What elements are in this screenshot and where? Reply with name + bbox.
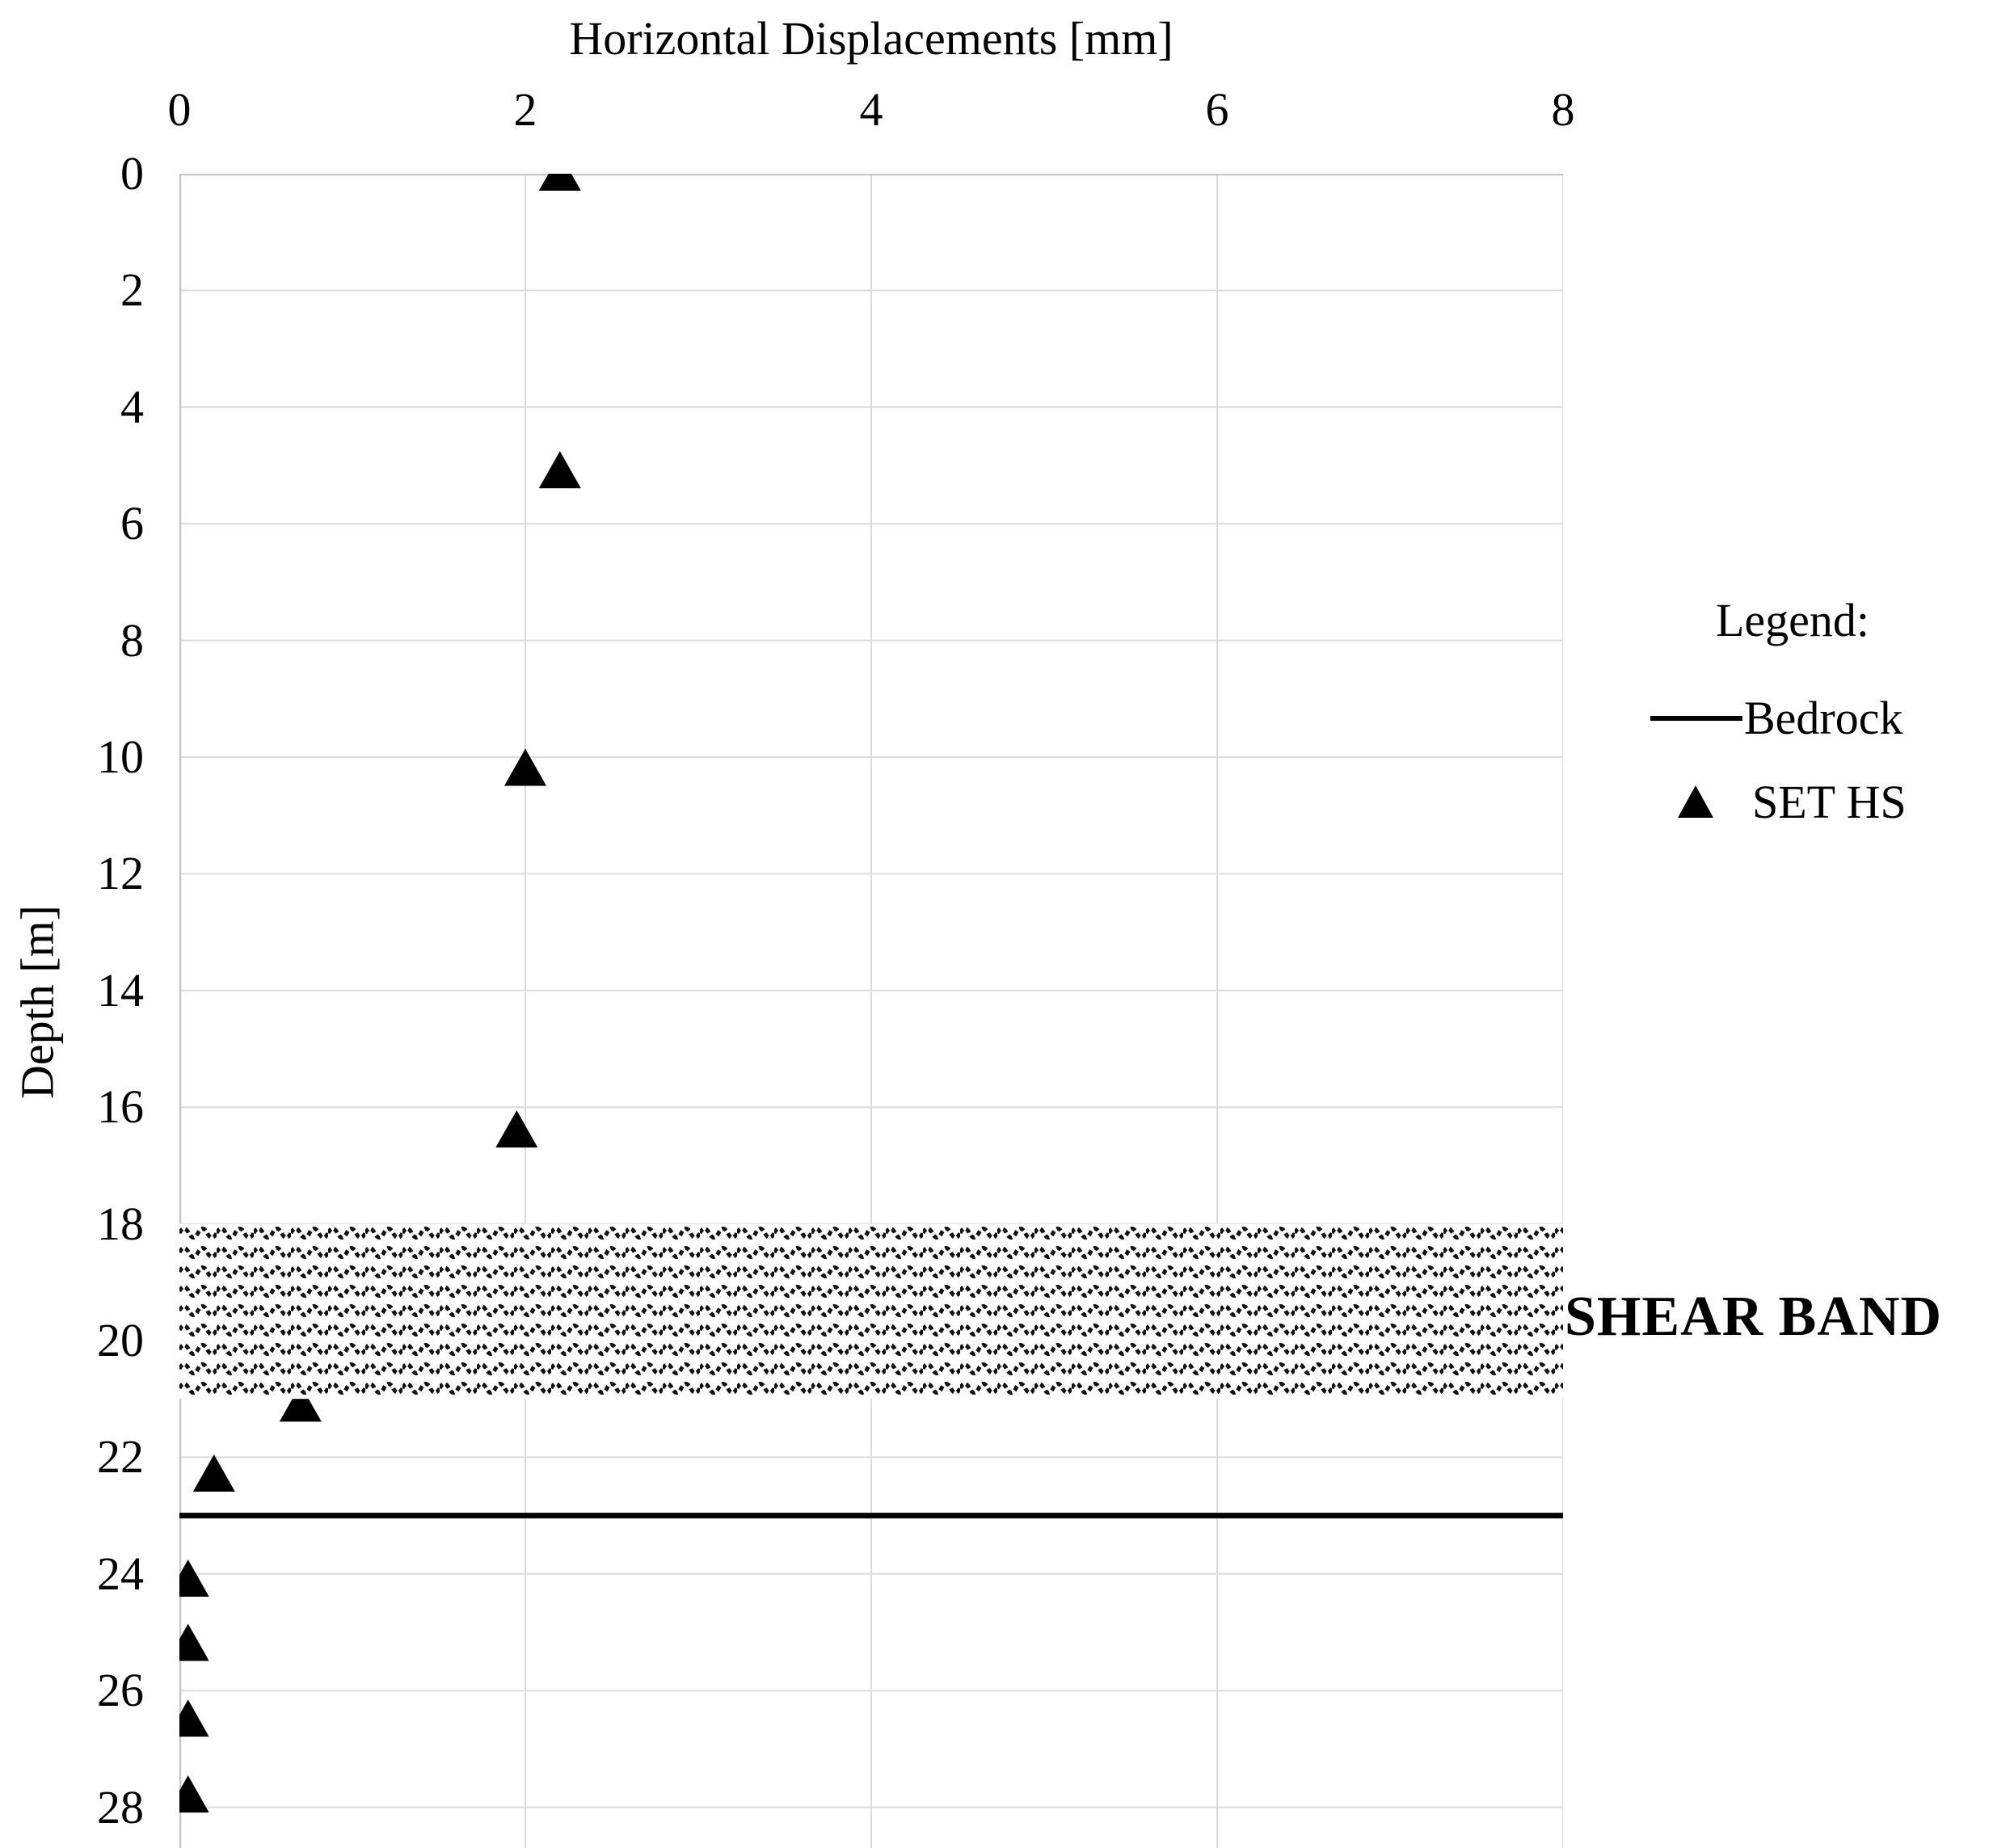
set-hs-marker [279,1384,322,1422]
x-tick-label: 8 [1551,83,1575,136]
plot-canvas [179,174,1563,1848]
y-tick-label: 16 [97,1080,144,1134]
set-hs-marker [179,1775,209,1813]
y-tick-label: 24 [97,1547,144,1600]
x-tick-label: 6 [1205,83,1229,136]
set-hs-marker [538,174,581,191]
y-tick-label: 10 [97,730,144,783]
bedrock-line-icon [1650,716,1742,721]
y-tick-label: 12 [97,847,144,900]
y-tick-label: 22 [97,1430,144,1484]
set-hs-marker [495,1110,538,1148]
set-hs-marker [179,1699,209,1737]
y-tick-label: 2 [120,263,144,317]
y-tick-label: 26 [97,1664,144,1717]
legend-entry-bedrock: Bedrock [1744,692,1903,744]
y-tick-label: 6 [120,497,144,550]
y-tick-label: 20 [97,1314,144,1366]
set-hs-marker [179,1560,209,1598]
plot-area [179,174,1563,1848]
set-hs-marker [504,748,546,786]
legend-entry-set-hs: SET HS [1752,776,1907,828]
y-tick-label: 8 [120,613,144,667]
legend-title: Legend: [1715,594,1870,646]
shear-band-hatch [179,1223,1563,1400]
x-tick-label: 0 [167,83,192,136]
set-hs-marker [179,1623,209,1661]
y-tick-label: 14 [97,963,144,1017]
x-tick-label: 4 [859,83,883,136]
y-tick-label: 28 [97,1780,144,1833]
y-tick-label: 0 [120,147,144,200]
triangle-marker-icon [1678,785,1713,818]
shear-band-label: SHEAR BAND [1565,1286,1943,1348]
y-tick-label: 4 [120,380,144,433]
x-axis-title: Horizontal Displacements [mm] [569,12,1173,65]
set-hs-marker [538,451,581,489]
set-hs-marker [192,1454,235,1492]
y-tick-label: 18 [97,1197,144,1250]
x-tick-label: 2 [513,83,537,136]
